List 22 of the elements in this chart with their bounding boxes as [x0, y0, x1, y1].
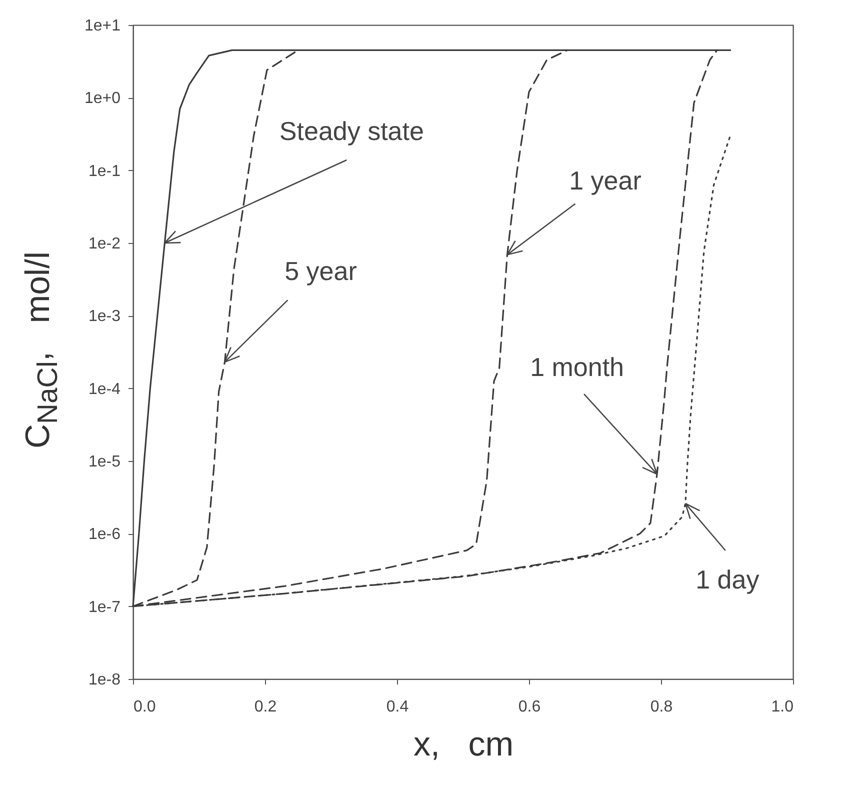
y-tick-label: 1e-5: [88, 454, 121, 470]
y-tick-label: 1e+0: [84, 90, 121, 108]
y-tick-label: 1e-2: [88, 236, 121, 252]
y-tick-label: 1e-7: [88, 598, 121, 616]
x-tick-label: 1.0: [771, 698, 794, 716]
x-tick-label: 0.8: [650, 698, 673, 716]
y-tick-label: 1e-1: [88, 162, 121, 180]
annotation: 5 year: [284, 256, 358, 286]
x-axis-title: x, cm: [413, 726, 514, 764]
annotation: Steady state: [279, 116, 424, 146]
x-tick-label: 0.2: [254, 698, 277, 716]
x-tick-label: 0.0: [134, 698, 156, 716]
annotation: 1 year: [569, 166, 642, 196]
y-tick-label: 1e-6: [88, 526, 121, 544]
y-tick-label: 1e+1: [84, 18, 121, 34]
y-tick-label: 1e-3: [88, 308, 121, 326]
annotation: 1 day: [696, 564, 760, 595]
annotation: 1 month: [530, 352, 624, 382]
x-tick-label: 0.6: [518, 698, 541, 716]
x-tick-label: 0.4: [386, 698, 409, 716]
y-tick-label: 1e-4: [88, 380, 121, 398]
y-tick-label: 1e-8: [88, 672, 121, 688]
